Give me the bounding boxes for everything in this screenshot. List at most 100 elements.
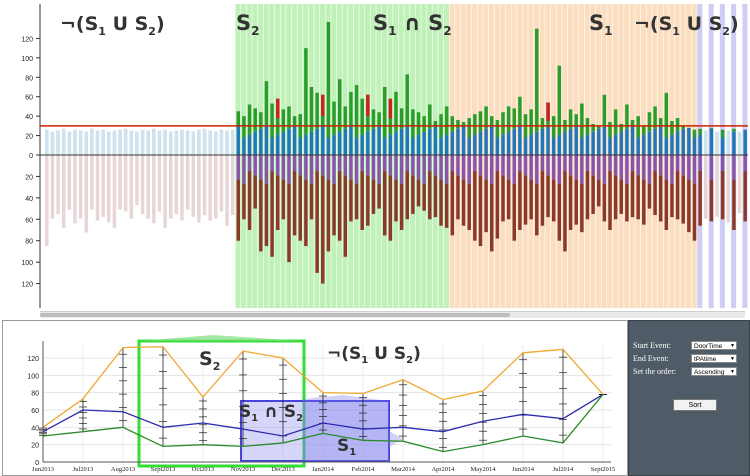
order-label: Set the order: (633, 367, 677, 376)
bar-down-brown (321, 175, 325, 284)
line-chart-panel: 0 20 40 60 80 100 120 Jun2013 Jul2013 Aug2013 Sept… (2, 320, 628, 476)
bar-down (73, 155, 77, 224)
bar-up-green (664, 92, 669, 138)
bar-up-green (692, 129, 697, 138)
bar-up-blue (613, 134, 618, 155)
bar-up-green (253, 108, 257, 132)
s1-selection-box[interactable] (240, 400, 390, 462)
scrollbar-thumb[interactable] (40, 313, 510, 317)
bar-down-purple (394, 155, 398, 180)
bar-down-purple (377, 155, 381, 184)
bar-up-blue (281, 131, 286, 155)
bar-up-base (168, 131, 173, 155)
bar-up-blue (557, 134, 562, 155)
start-event-value: DoorTime (694, 343, 723, 350)
order-value: Ascending (694, 369, 725, 376)
bar-down-purple (405, 155, 410, 172)
bar-down-brown (304, 179, 308, 247)
bar-down-brown (281, 179, 286, 220)
bar-up-green (315, 92, 319, 129)
region-label-intersection: S1 ∩ S2 (373, 11, 452, 38)
bar-down-purple (422, 155, 426, 184)
bar-up-green (630, 120, 635, 126)
event-controls-panel: Start Event: DoorTime ▼ End Event: tPAti… (628, 320, 750, 476)
bar-up-base (135, 131, 139, 155)
horizontal-scrollbar[interactable] (40, 311, 745, 318)
bar-up-red (321, 94, 325, 116)
bar-down (107, 155, 111, 223)
bar-down-brown (326, 179, 331, 252)
bar-down-purple (292, 155, 297, 172)
top-bar-chart-panel: 120 100 80 60 40 20 0 20 40 60 80 100 120 ¬(S1 U S2)… (21, 4, 748, 308)
bar-up-green (597, 125, 601, 129)
bar-up-green (416, 112, 421, 135)
sort-button[interactable]: Sort (673, 399, 717, 411)
bar-down (56, 155, 60, 215)
bar-down (50, 155, 55, 219)
bar-down-purple (551, 155, 556, 180)
bar-up-green (489, 116, 494, 126)
bar-down (118, 155, 122, 210)
bar-down-purple (270, 155, 274, 172)
bar-down-brown (428, 171, 432, 220)
bar-down-purple (433, 155, 438, 176)
y-tick-label: 60 (25, 217, 33, 224)
bar-down (84, 155, 88, 233)
bar-up-green (613, 109, 618, 135)
bar-up-green (512, 108, 517, 129)
bar-down-purple (467, 155, 471, 184)
bar-down-brown (580, 183, 584, 233)
bar-down-brown (720, 171, 725, 220)
bar-down-brown (698, 171, 702, 226)
y-tick-label: 20 (25, 174, 33, 181)
bar-up-base (157, 130, 162, 155)
bar-down-brown (332, 183, 336, 236)
bar-up-base (152, 128, 156, 155)
bar-down-purple (242, 155, 246, 184)
y-tick-label: 20 (25, 134, 33, 141)
bar-down-brown (495, 171, 500, 239)
bar-down-purple (563, 155, 567, 172)
chevron-down-icon: ▼ (730, 369, 735, 375)
bar-down-purple (732, 155, 736, 180)
bar-down-brown (636, 175, 640, 220)
bar-up-green (709, 127, 714, 129)
bar-down-purple (366, 155, 370, 176)
bar-up-base (95, 130, 100, 155)
bar-up-base (146, 130, 150, 155)
bar-down-purple (535, 155, 539, 184)
bar-up-green (433, 121, 438, 126)
bar-up-base (129, 130, 134, 155)
bar-down-brown (597, 179, 601, 207)
bar-up-base (56, 130, 60, 155)
bar-down-brown (732, 179, 736, 230)
y-tick-label: 80 (25, 239, 33, 246)
bar-down-purple (709, 155, 714, 180)
bar-up-blue (444, 134, 449, 155)
bar-up-green (399, 108, 404, 129)
bar-down-brown (360, 171, 364, 230)
bar-down-purple (304, 155, 308, 180)
bar-down-brown (546, 175, 550, 218)
bar-down-brown (608, 171, 612, 230)
bar-down (123, 155, 128, 212)
bar-down-purple (478, 155, 483, 176)
bar-down-brown (253, 175, 257, 209)
order-select[interactable]: Ascending ▼ (691, 367, 737, 376)
bar-down-brown (444, 183, 449, 228)
x-tick-label: Aug2013 (111, 466, 135, 473)
start-event-select[interactable]: DoorTime ▼ (691, 341, 737, 350)
bar-up-green (642, 125, 646, 135)
bar-down (163, 155, 167, 228)
end-event-select[interactable]: tPAtime ▼ (691, 354, 737, 363)
bar-down-brown (287, 183, 291, 263)
chevron-down-icon: ▼ (730, 356, 735, 362)
bar-down-brown (467, 183, 471, 230)
bar-up-blue (411, 137, 415, 155)
bar-up-green (670, 121, 674, 135)
bar-up-blue (343, 128, 348, 155)
bar-down-purple (687, 155, 691, 180)
bar-up-blue (692, 137, 697, 155)
bar-down (208, 155, 212, 221)
bar-up-blue (456, 128, 460, 155)
